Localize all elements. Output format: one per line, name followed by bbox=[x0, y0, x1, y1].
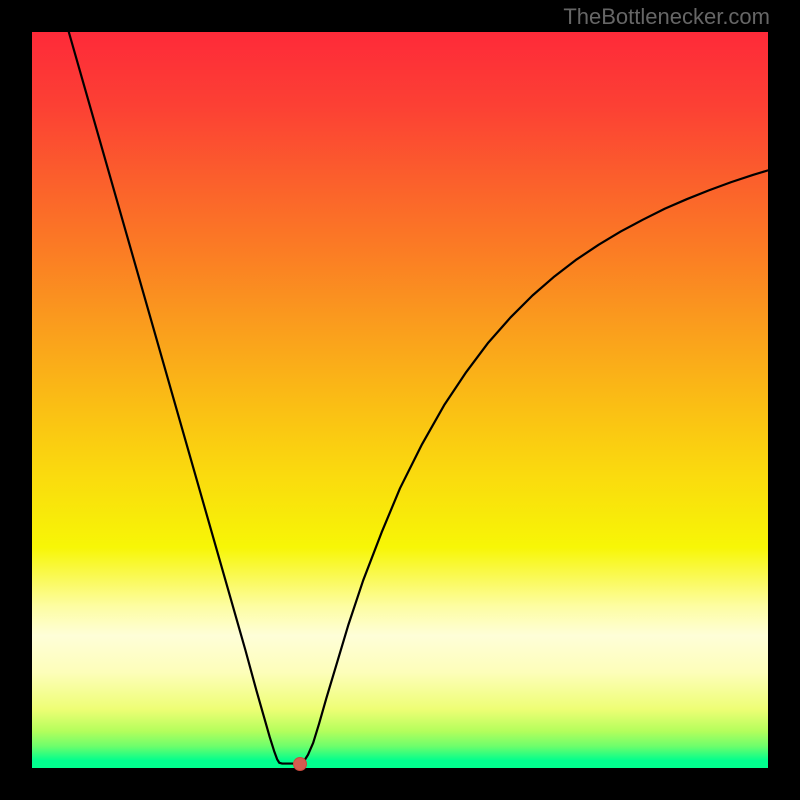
optimum-marker bbox=[293, 757, 307, 771]
chart-container: TheBottlenecker.com bbox=[0, 0, 800, 800]
curve-path bbox=[69, 32, 768, 764]
bottleneck-curve bbox=[32, 32, 768, 768]
watermark-text: TheBottlenecker.com bbox=[563, 4, 770, 30]
plot-area bbox=[32, 32, 768, 768]
